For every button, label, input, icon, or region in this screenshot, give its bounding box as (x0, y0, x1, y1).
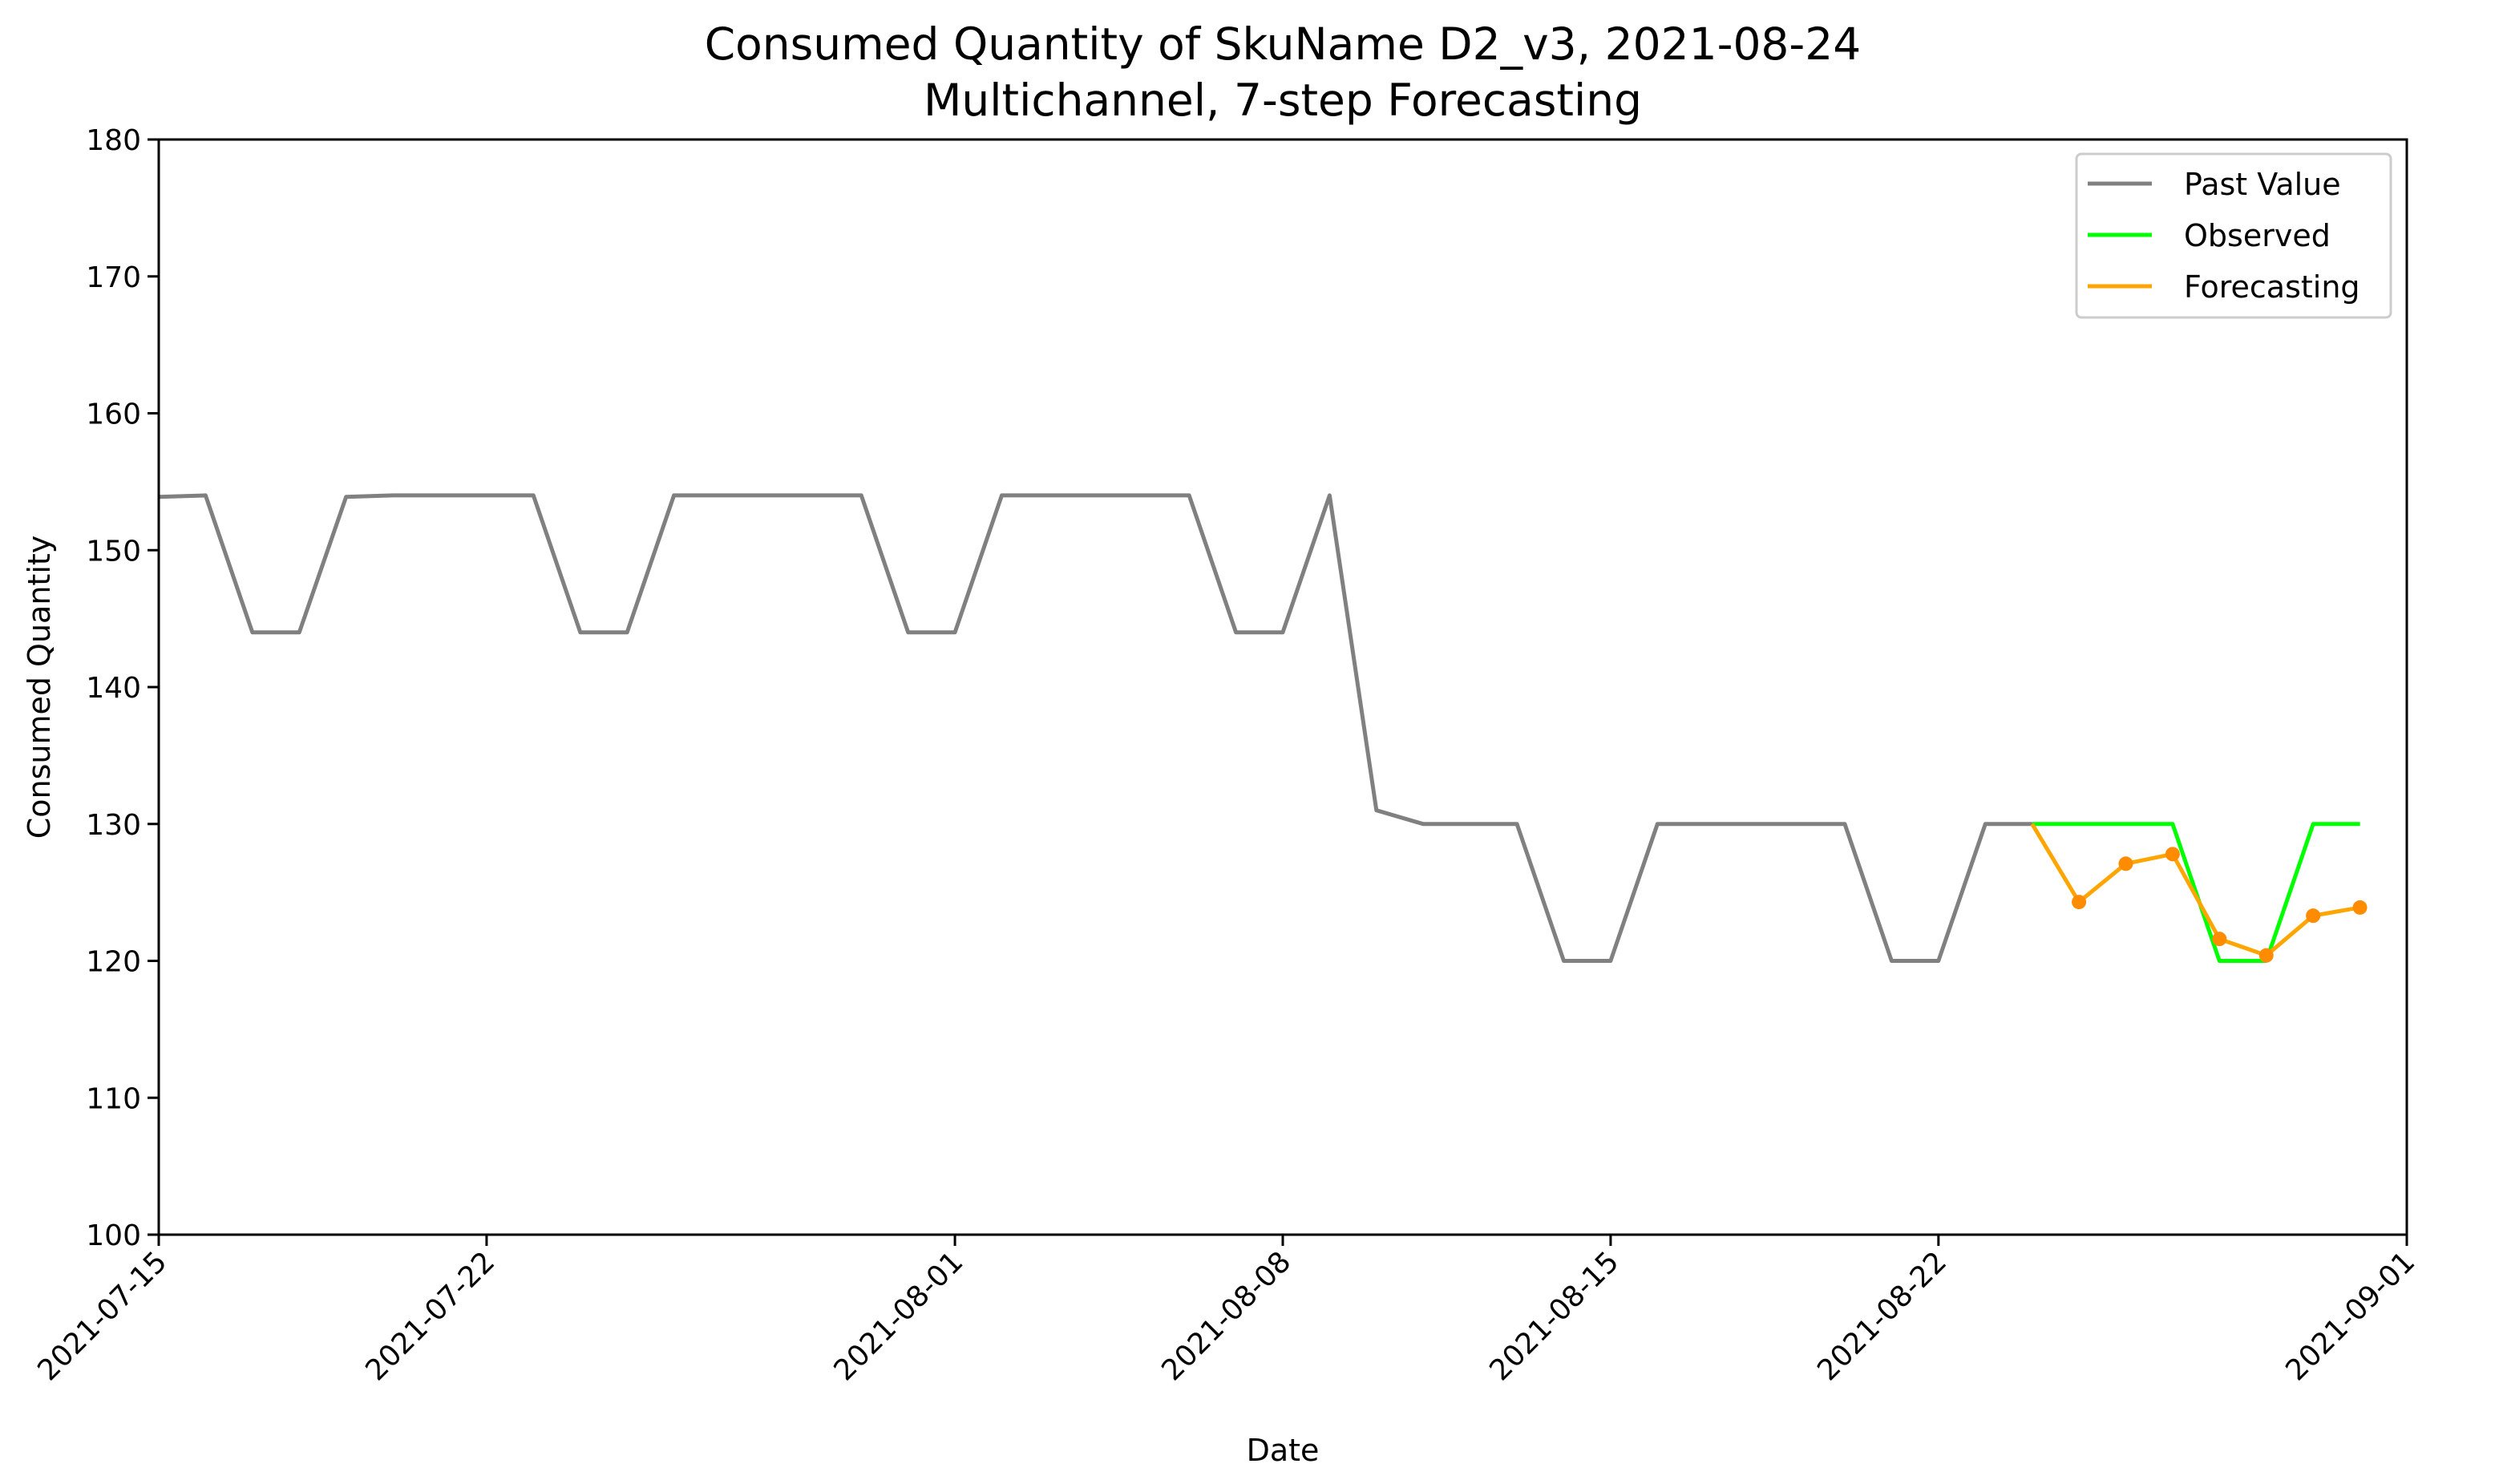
y-tick-label: 150 (86, 535, 141, 568)
legend: Past Value Observed Forecasting (2075, 152, 2392, 319)
x-tick-label: 2021-08-22 (1811, 1245, 1953, 1387)
chart-title: Consumed Quantity of SkuName D2_v3, 2021… (705, 18, 1862, 70)
x-tick-label: 2021-07-22 (359, 1245, 501, 1387)
legend-box (2075, 152, 2392, 319)
y-tick-label: 170 (86, 261, 141, 294)
legend-label-forecasting: Forecasting (2184, 269, 2360, 305)
forecast-point (2306, 908, 2321, 924)
legend-label-observed: Observed (2184, 218, 2331, 253)
forecast-point (2352, 900, 2368, 915)
series-line-past-value (158, 493, 2032, 963)
forecast-point (2258, 948, 2274, 963)
ticks-layer: 100 110 120 130 140 150 160 170 180 2021-07-15 202… (31, 124, 2421, 1387)
series-line-observed (2032, 822, 2360, 963)
x-tick-label: 2021-08-15 (1483, 1245, 1625, 1387)
x-tick-label: 2021-09-01 (2279, 1245, 2421, 1387)
y-tick-label: 140 (86, 672, 141, 705)
forecast-point (2165, 847, 2180, 862)
y-tick-label: 100 (86, 1219, 141, 1252)
y-tick-label: 120 (86, 946, 141, 979)
y-tick-label: 180 (86, 124, 141, 157)
x-axis-label: Date (1247, 1433, 1320, 1468)
x-tick-label: 2021-07-15 (31, 1245, 173, 1387)
plot-frame (157, 138, 2408, 1236)
y-tick-label: 110 (86, 1082, 141, 1115)
forecast-point (2072, 895, 2087, 910)
series-layer (158, 493, 2368, 963)
x-tick-label: 2021-08-01 (828, 1245, 970, 1387)
y-axis-label: Consumed Quantity (22, 536, 57, 839)
chart-subtitle: Multichannel, 7-step Forecasting (924, 75, 1642, 126)
x-tick-label: 2021-08-08 (1155, 1245, 1297, 1387)
forecast-point (2212, 932, 2227, 947)
forecast-point (2118, 856, 2133, 871)
series-line-forecasting (2030, 823, 2361, 958)
y-tick-label: 130 (86, 809, 141, 842)
legend-label-past-value: Past Value (2184, 167, 2341, 202)
y-tick-label: 160 (86, 398, 141, 431)
